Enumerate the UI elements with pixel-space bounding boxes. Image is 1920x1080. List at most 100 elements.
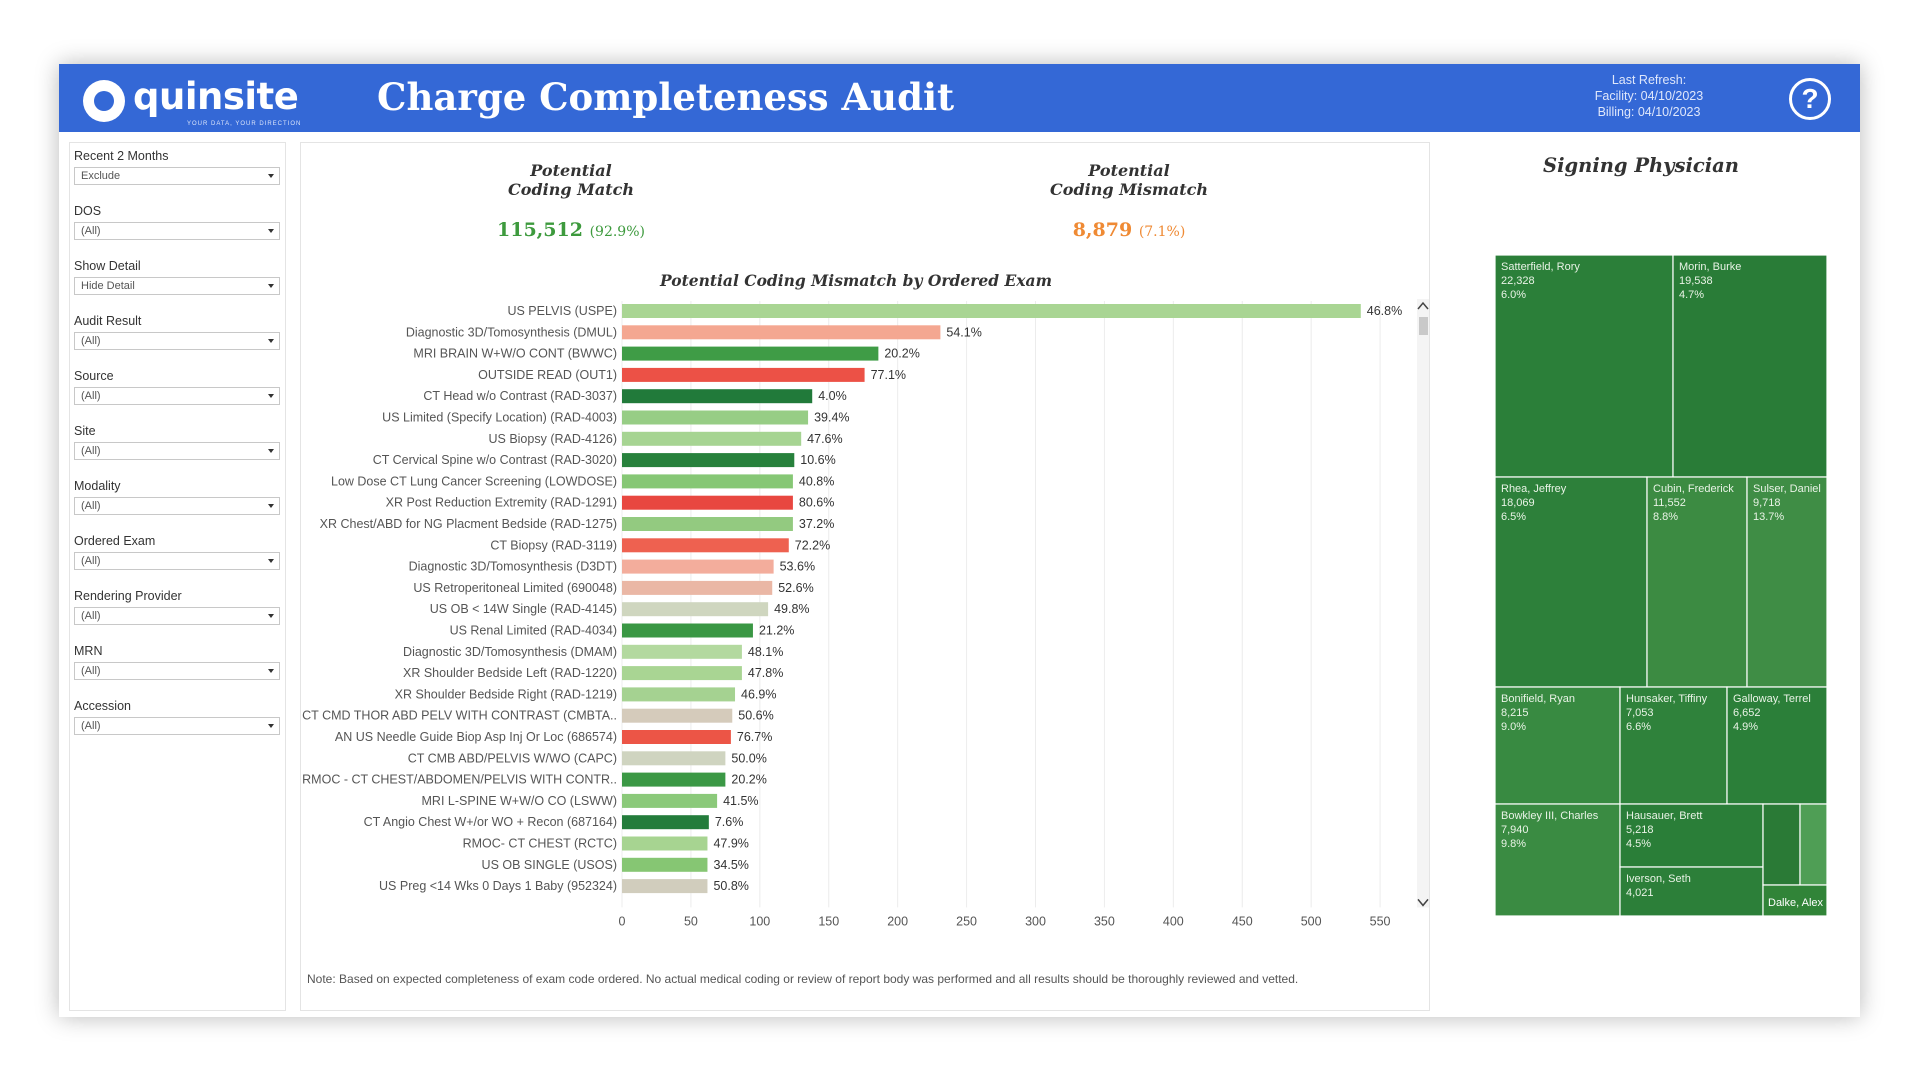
refresh-label: Last Refresh: (1611, 73, 1687, 87)
bar-value-label: 41.5% (723, 794, 758, 808)
dashboard-frame: quinsite YOUR DATA, YOUR DIRECTION Charg… (59, 64, 1860, 1017)
bar-value-label: 47.8% (748, 666, 783, 680)
bar (622, 793, 718, 808)
treemap-cell (1746, 476, 1828, 688)
filter-dropdown[interactable]: (All) (74, 717, 280, 735)
filter-label: Ordered Exam (74, 534, 156, 548)
treemap-pct: 9.0% (1501, 721, 1526, 733)
filter-dropdown[interactable]: (All) (74, 497, 280, 515)
bar-value-label: 49.8% (774, 602, 809, 616)
filter-mrn: MRN (All) (74, 644, 280, 680)
filter-label: Audit Result (74, 314, 142, 328)
category-label: US Renal Limited (RAD-4034) (450, 624, 617, 638)
bar-value-label: 46.9% (741, 687, 776, 701)
bar-value-label: 7.6% (715, 815, 744, 829)
x-tick-label: 200 (887, 914, 908, 928)
category-label: AN US Needle Guide Biop Asp Inj Or Loc (… (335, 730, 617, 744)
bar-value-label: 40.8% (799, 474, 834, 488)
treemap-name: Cubin, Frederick (1653, 483, 1734, 495)
filter-dropdown[interactable]: Hide Detail (74, 277, 280, 295)
filter-recent-2-months: Recent 2 Months Exclude (74, 149, 280, 185)
mismatch-bar-chart: 050100150200250300350400450500550600Miss… (302, 299, 1429, 941)
treemap-name: Iverson, Seth (1626, 873, 1691, 885)
bar (622, 623, 753, 638)
treemap-name: Bowkley III, Charles (1501, 810, 1599, 822)
x-tick-label: 0 (619, 914, 626, 928)
chevron-down-icon (268, 449, 274, 453)
bar-value-label: 52.6% (778, 581, 813, 595)
filter-dropdown[interactable]: (All) (74, 387, 280, 405)
filter-label: Show Detail (74, 259, 141, 273)
filter-value: Hide Detail (81, 280, 135, 292)
filter-value: Exclude (81, 170, 121, 182)
filter-show-detail: Show Detail Hide Detail (74, 259, 280, 295)
treemap-cell (1619, 803, 1764, 868)
treemap-pct: 4.7% (1679, 289, 1704, 301)
bar (622, 304, 1361, 318)
x-tick-label: 50 (684, 914, 698, 928)
treemap-pct: 8.8% (1653, 511, 1678, 523)
bar (622, 879, 708, 894)
x-tick-label: 450 (1232, 914, 1253, 928)
treemap-name: Galloway, Terrel (1733, 693, 1811, 705)
category-label: Low Dose CT Lung Cancer Screening (LOWDO… (331, 474, 617, 488)
filter-dropdown[interactable]: (All) (74, 442, 280, 460)
category-label: XR Post Reduction Extremity (RAD-1291) (386, 496, 617, 510)
bar (622, 538, 789, 553)
last-refresh-info: Last Refresh: Facility: 04/10/2023 Billi… (1499, 72, 1799, 120)
bar (622, 517, 793, 531)
filter-label: Rendering Provider (74, 589, 182, 603)
filter-value: (All) (81, 665, 101, 677)
chevron-down-icon (268, 229, 274, 233)
bar (622, 730, 731, 744)
bar-value-label: 37.2% (799, 517, 834, 531)
category-label: CT Head w/o Contrast (RAD-3037) (423, 389, 617, 403)
filter-value: (All) (81, 335, 101, 347)
treemap-name: Rhea, Jeffrey (1501, 483, 1567, 495)
bar (622, 836, 708, 851)
category-label: RMOC- CT CHEST (RCTC) (463, 837, 617, 851)
filter-dropdown[interactable]: (All) (74, 662, 280, 680)
treemap-cell (1799, 803, 1828, 886)
filter-modality: Modality (All) (74, 479, 280, 515)
bar (622, 346, 879, 361)
treemap-count: 22,328 (1501, 275, 1535, 287)
filter-value: (All) (81, 500, 101, 512)
bar (622, 772, 726, 787)
chevron-down-icon (1417, 898, 1429, 907)
bar-value-label: 46.8% (1367, 304, 1402, 318)
filter-dropdown[interactable]: (All) (74, 332, 280, 350)
signing-physician-treemap: Satterfield, Rory 22,328 6.0% Morin, Burke 1… (1495, 255, 1828, 917)
treemap-name: Satterfield, Rory (1501, 261, 1580, 273)
category-label: XR Shoulder Bedside Left (RAD-1220) (403, 666, 617, 680)
bar-value-label: 4.0% (818, 389, 847, 403)
filter-dropdown[interactable]: (All) (74, 222, 280, 240)
x-tick-label: 100 (749, 914, 770, 928)
chart-title: Potential Coding Mismatch by Ordered Exa… (660, 271, 1052, 290)
filter-dropdown[interactable]: Exclude (74, 167, 280, 185)
bar (622, 474, 793, 489)
help-icon[interactable]: ? (1789, 78, 1831, 120)
kpi-mismatch-pct: (7.1%) (1138, 224, 1186, 240)
logo-tagline: YOUR DATA, YOUR DIRECTION (187, 121, 302, 127)
filter-dropdown[interactable]: (All) (74, 552, 280, 570)
filter-label: DOS (74, 204, 102, 218)
bar (622, 367, 865, 382)
filter-dropdown[interactable]: (All) (74, 607, 280, 625)
filter-value: (All) (81, 610, 101, 622)
filter-panel: Recent 2 Months Exclude DOS (All) Show Detai… (69, 142, 286, 1011)
treemap-pct: 4.9% (1733, 721, 1758, 733)
treemap-pct: 6.6% (1626, 721, 1651, 733)
treemap-count: 11,552 (1653, 497, 1686, 509)
treemap-cell (1619, 866, 1764, 917)
refresh-facility: Facility: 04/10/2023 (1594, 89, 1704, 103)
header-bar: quinsite YOUR DATA, YOUR DIRECTION Charg… (59, 64, 1860, 132)
logo-text: quinsite (133, 75, 299, 118)
bar (622, 410, 809, 425)
x-tick-label: 400 (1163, 914, 1184, 928)
bar (622, 602, 769, 617)
category-label: XR Shoulder Bedside Right (RAD-1219) (395, 687, 617, 701)
filter-value: (All) (81, 445, 101, 457)
x-tick-label: 300 (1025, 914, 1046, 928)
treemap-pct: 6.5% (1501, 511, 1526, 523)
